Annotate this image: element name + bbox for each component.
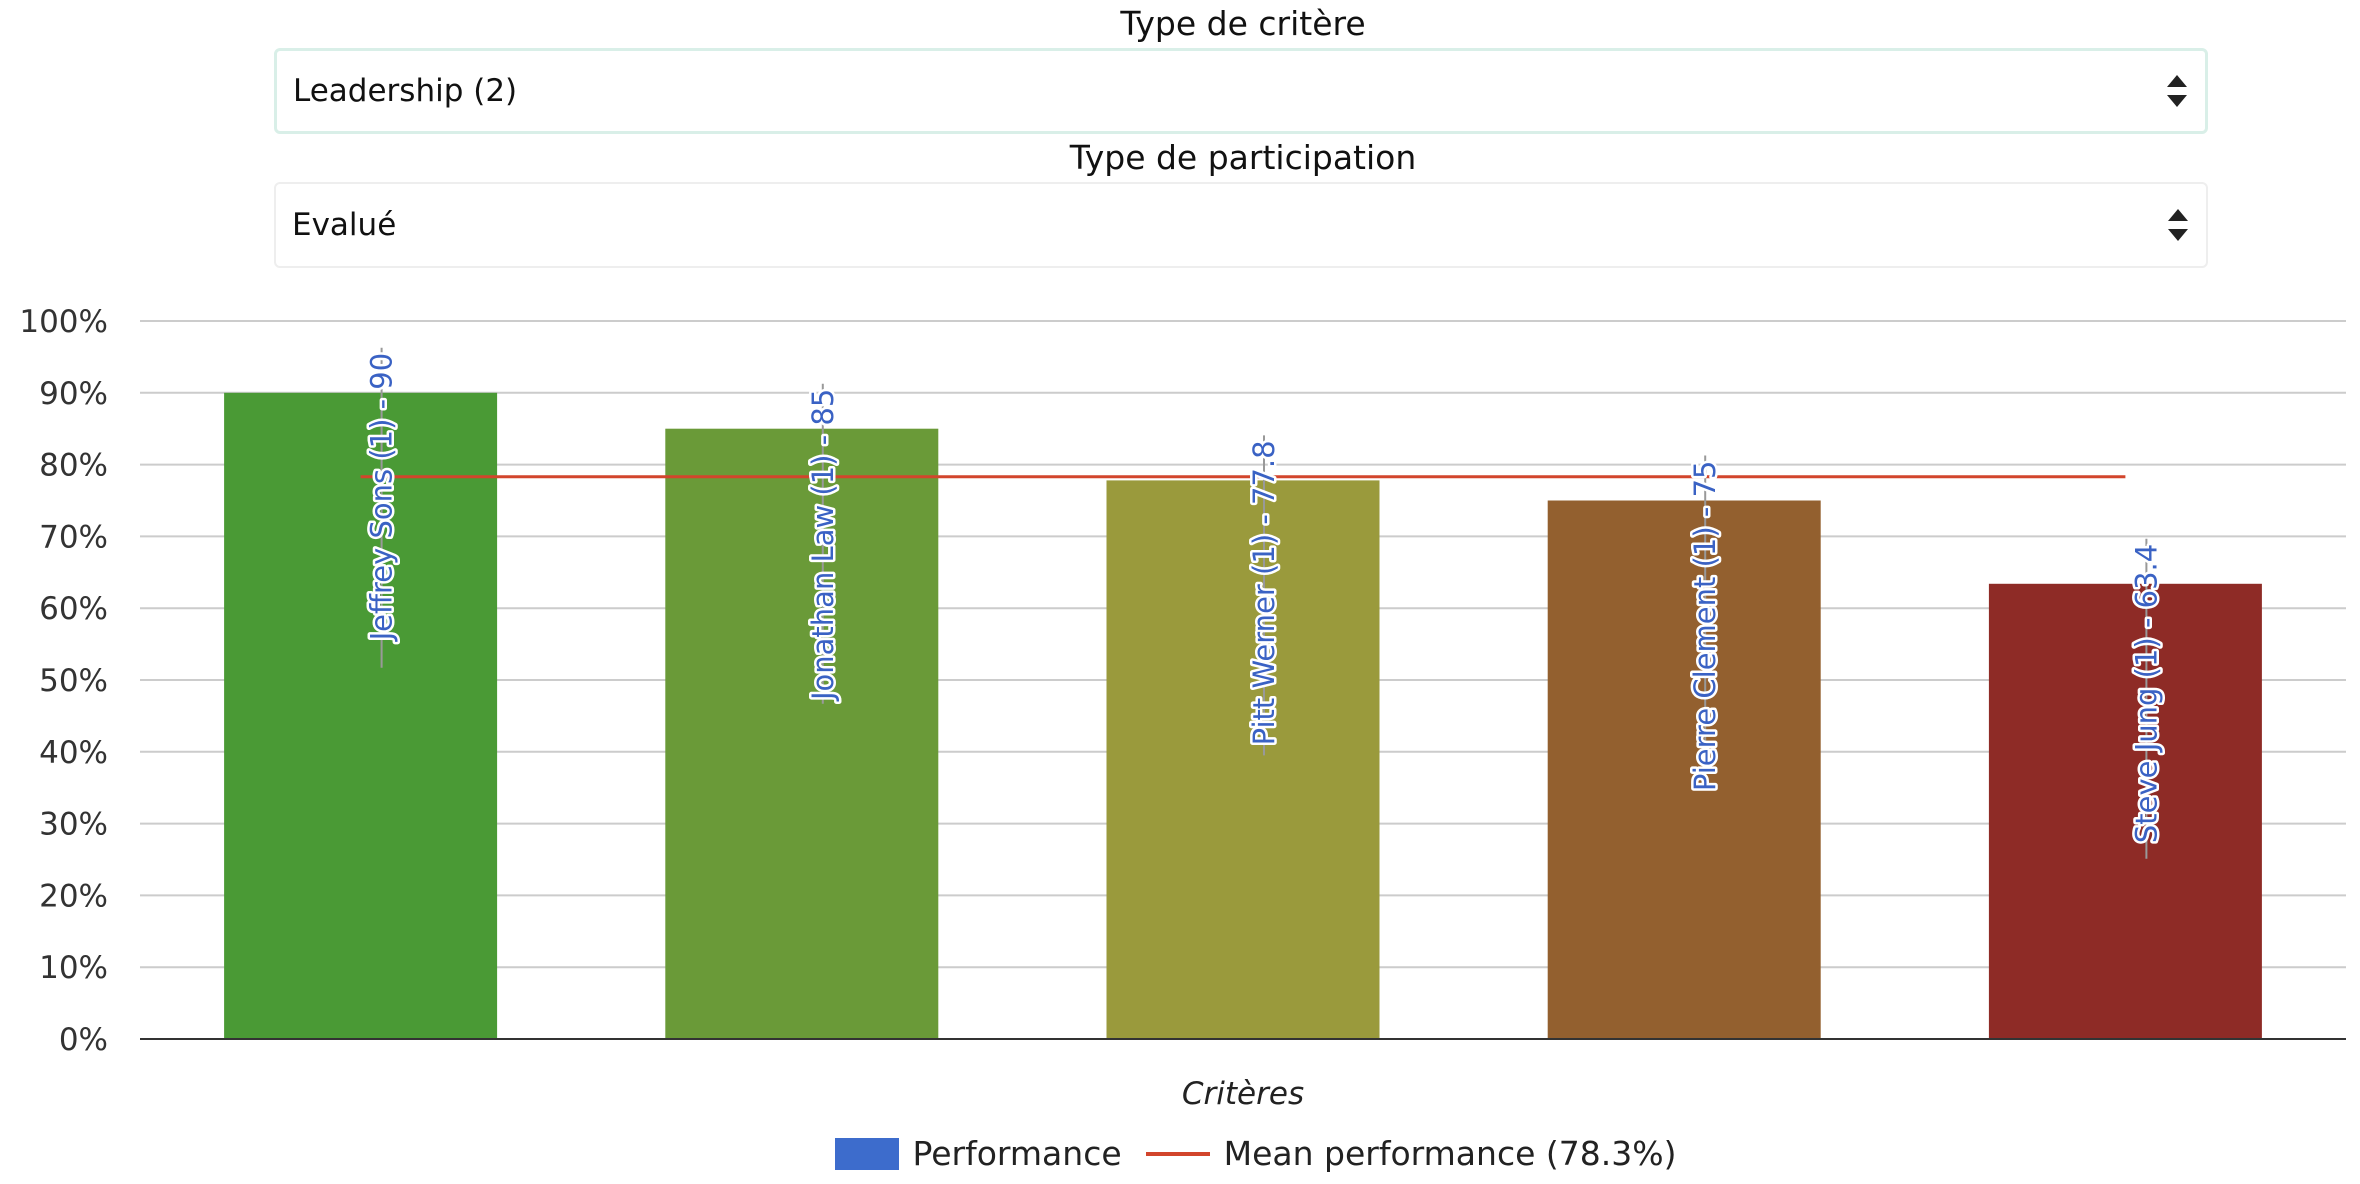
bar	[665, 429, 938, 1039]
bar	[224, 393, 497, 1039]
y-tick-label: 80%	[39, 448, 108, 484]
y-tick-label: 30%	[39, 807, 108, 843]
bar	[1989, 584, 2262, 1039]
y-tick-label: 100%	[19, 304, 108, 340]
y-tick-label: 10%	[39, 950, 108, 986]
y-tick-label: 40%	[39, 735, 108, 771]
bars	[224, 393, 2262, 1039]
y-tick-label: 70%	[39, 519, 108, 555]
legend-label-performance: Performance	[913, 1134, 1122, 1173]
bar	[1107, 480, 1380, 1039]
y-tick-label: 0%	[59, 1022, 108, 1058]
bar-label: Jonathan Law (1) - 85	[806, 389, 840, 702]
bar-label: Pitt Werner (1) - 77.8	[1247, 440, 1281, 745]
legend-item-mean[interactable]: Mean performance (78.3%)	[1146, 1134, 1677, 1173]
bar-label: Jeffrey Sons (1) - 90	[365, 353, 399, 643]
y-tick-label: 60%	[39, 591, 108, 627]
bar-label: Steve Jung (1) - 63.4	[2129, 544, 2163, 843]
legend-line-mean	[1146, 1152, 1210, 1156]
legend: Performance Mean performance (78.3%)	[0, 1134, 2360, 1173]
y-tick-label: 50%	[39, 663, 108, 699]
bar	[1548, 501, 1821, 1040]
bar-label: Pierre Clement (1) - 75	[1688, 461, 1722, 792]
x-axis-title: Critères	[1182, 1076, 1304, 1112]
legend-item-performance[interactable]: Performance	[835, 1134, 1122, 1173]
legend-swatch-performance	[835, 1138, 899, 1170]
y-tick-label: 90%	[39, 376, 108, 412]
y-tick-label: 20%	[39, 878, 108, 914]
legend-label-mean: Mean performance (78.3%)	[1224, 1134, 1677, 1173]
